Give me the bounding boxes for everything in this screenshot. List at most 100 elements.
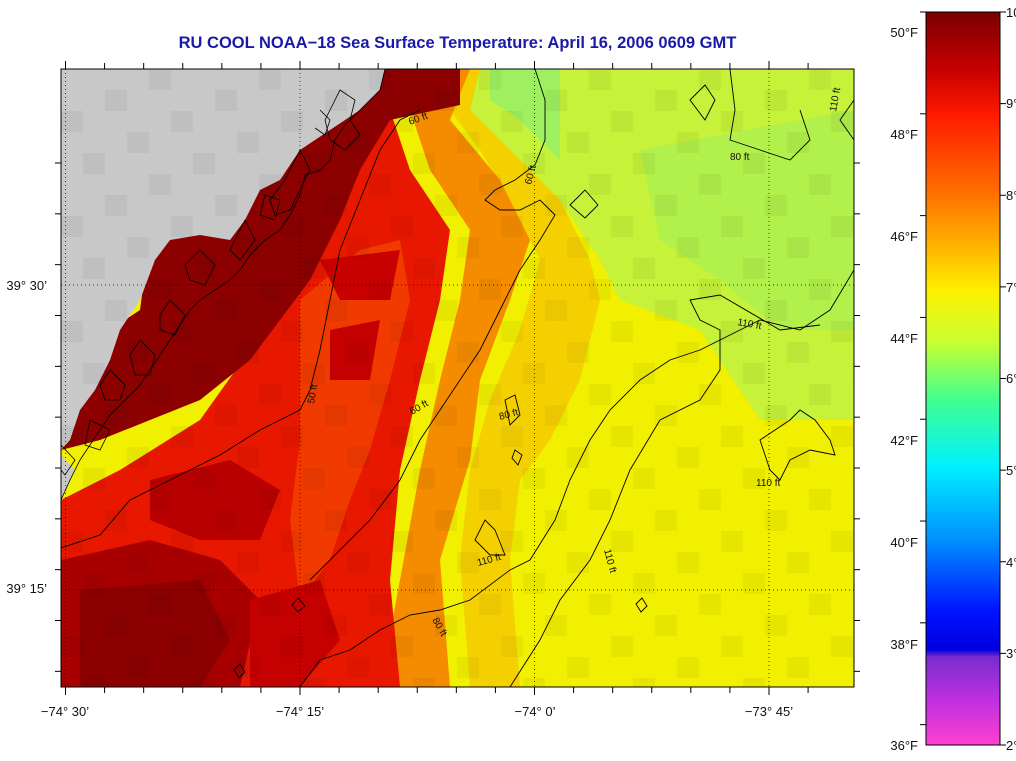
x-tick-label: −74° 30’ xyxy=(41,704,89,719)
sst-pixel-shade xyxy=(193,573,215,594)
sst-pixel-shade xyxy=(83,363,105,384)
sst-pixel-shade xyxy=(545,195,567,216)
sst-pixel-shade xyxy=(611,426,633,447)
sst-pixel-shade xyxy=(721,216,743,237)
sst-pixel-shade xyxy=(655,195,677,216)
sst-pixel-shade xyxy=(105,300,127,321)
sst-pixel-shade xyxy=(545,300,567,321)
sst-pixel-shade xyxy=(787,552,809,573)
sst-pixel-shade xyxy=(61,111,83,132)
sst-pixel-shade xyxy=(831,531,853,552)
sst-pixel-shade xyxy=(677,132,699,153)
sst-pixel-shade xyxy=(589,489,611,510)
sst-pixel-shade xyxy=(171,426,193,447)
sst-pixel-shade xyxy=(633,153,655,174)
sst-pixel-shade xyxy=(677,237,699,258)
sst-pixel-shade xyxy=(765,195,787,216)
sst-pixel-shade xyxy=(259,69,281,90)
sst-pixel-shade xyxy=(479,69,501,90)
sst-pixel-shade xyxy=(369,279,391,300)
sst-pixel-shade xyxy=(127,552,149,573)
bathymetry-contours xyxy=(61,69,854,687)
sst-pixel-shade xyxy=(347,447,369,468)
sst-pixel-shade xyxy=(215,405,237,426)
sst-pixel-shade xyxy=(215,510,237,531)
sst-pixel-shade xyxy=(611,321,633,342)
sst-pixel-shade xyxy=(787,657,809,678)
sst-pixel-shade xyxy=(567,132,589,153)
sst-pixel-shade xyxy=(567,237,589,258)
sst-pixel-shade xyxy=(237,552,259,573)
sst-pixel-shade xyxy=(413,678,435,687)
sst-pixel-shade xyxy=(391,636,413,657)
sst-pixel-shade xyxy=(523,468,545,489)
sst-pixel-shade xyxy=(369,594,391,615)
sst-pixel-shade xyxy=(325,195,347,216)
sst-pixel-shade xyxy=(347,657,369,678)
sst-pixel-shade xyxy=(853,573,854,594)
sst-pixel-shade xyxy=(259,174,281,195)
sst-pixel-shade xyxy=(765,90,787,111)
sst-pixel-shade xyxy=(809,69,831,90)
sst-pixel-shade xyxy=(611,636,633,657)
sst-pixel-shade xyxy=(347,552,369,573)
sst-pixel-shade xyxy=(567,552,589,573)
sst-pixel-shade xyxy=(523,573,545,594)
sst-pixel-shade xyxy=(699,279,721,300)
colorbar-celsius-label: 9°C xyxy=(1006,96,1016,111)
sst-pixel-shade xyxy=(391,426,413,447)
sst-pixel-shade xyxy=(501,636,523,657)
sst-pixel-shade xyxy=(281,216,303,237)
sst-pixel-shade xyxy=(347,342,369,363)
sst-pixel-shade xyxy=(787,447,809,468)
sst-pixel-shade xyxy=(237,237,259,258)
x-tick-label: −73° 45’ xyxy=(745,704,793,719)
contour-label: 50 ft xyxy=(306,383,320,404)
sst-pixel-shade xyxy=(523,678,545,687)
sst-pixel-shade xyxy=(655,405,677,426)
sst-pixel-shade xyxy=(831,636,853,657)
sst-pixel-shade xyxy=(193,153,215,174)
sst-pixel-shade xyxy=(853,258,854,279)
sst-pixel-shade xyxy=(369,489,391,510)
sst-pixel-shade xyxy=(457,132,479,153)
sst-pixel-shade xyxy=(611,111,633,132)
sst-pixel-shade xyxy=(391,216,413,237)
latitude-labels: 39° 30’ 39° 15’ xyxy=(6,278,47,596)
sst-pixel-shade xyxy=(149,174,171,195)
sst-pixel-shade xyxy=(347,132,369,153)
contour-label: 80 ft xyxy=(730,152,750,163)
coastline xyxy=(61,69,386,501)
sst-pixel-shade xyxy=(83,258,105,279)
sst-pixel-shade xyxy=(501,321,523,342)
sst-pixel-shade xyxy=(479,279,501,300)
sst-pixel-shade xyxy=(589,69,611,90)
y-tick-label: 39° 15’ xyxy=(6,581,47,596)
sst-pixel-shade xyxy=(721,426,743,447)
sst-pixel-shade xyxy=(83,678,105,687)
sst-pixel-shade xyxy=(457,447,479,468)
sst-pixel-shade xyxy=(523,258,545,279)
sst-field xyxy=(61,69,854,687)
sst-pixel-shade xyxy=(149,279,171,300)
x-tick-label: −74° 15’ xyxy=(276,704,324,719)
sst-pixel-shade xyxy=(479,594,501,615)
sst-pixel-shade xyxy=(787,237,809,258)
sst-pixel-shade xyxy=(61,216,83,237)
sst-pixel-shade xyxy=(677,657,699,678)
sst-pixel-shade xyxy=(501,426,523,447)
sst-pixel-shade xyxy=(523,153,545,174)
sst-pixel-shade xyxy=(215,300,237,321)
sst-pixel-shade xyxy=(105,90,127,111)
sst-pixel-shade xyxy=(325,510,347,531)
sst-pixel-shade xyxy=(545,405,567,426)
sst-pixel-shade xyxy=(523,363,545,384)
sst-pixel-shade xyxy=(589,279,611,300)
sst-pixel-shade xyxy=(413,153,435,174)
sst-pixel-shade xyxy=(545,510,567,531)
contour-label: 80 ft xyxy=(498,407,520,423)
sst-pixel-shade xyxy=(149,384,171,405)
sst-pixel-shade xyxy=(61,426,83,447)
sst-pixel-shade xyxy=(61,636,83,657)
sst-pixel-shade xyxy=(501,111,523,132)
